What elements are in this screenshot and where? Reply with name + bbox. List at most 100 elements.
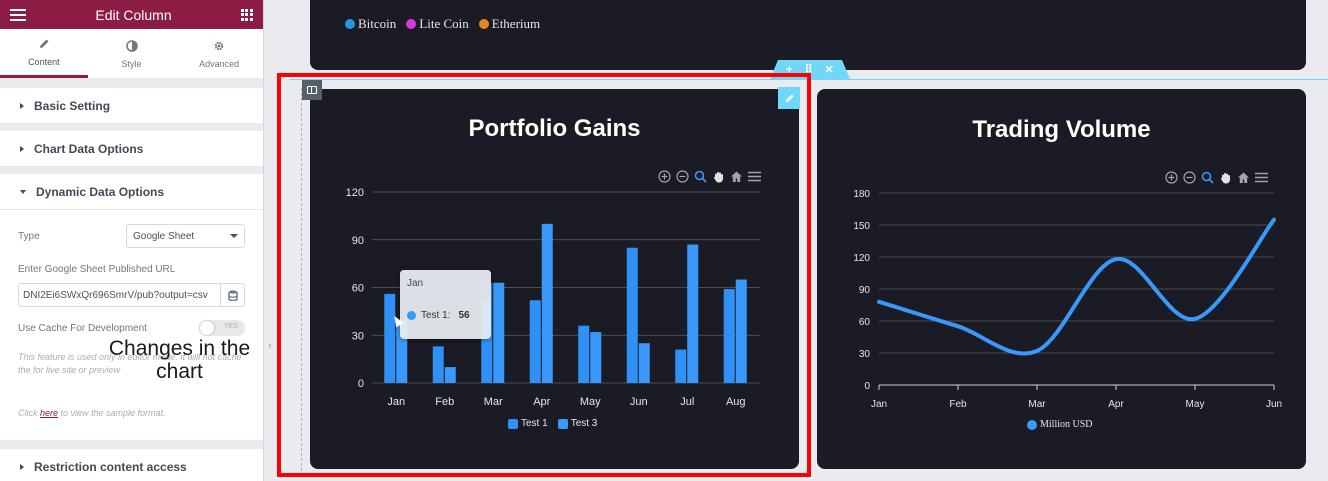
add-section-icon[interactable]: +: [786, 63, 793, 76]
legend-swatch: [508, 418, 518, 429]
trading-volume-card: Trading Volume 0 30 60 90 120 150 180 Jan Feb Mar…: [817, 89, 1306, 469]
section-basic-label: Basic Setting: [34, 98, 111, 113]
column-icon: [307, 86, 317, 94]
legend-item-etherium[interactable]: Etherium: [478, 16, 541, 32]
section-basic-setting[interactable]: Basic Setting: [0, 88, 263, 123]
google-sheet-url-input[interactable]: [18, 283, 221, 307]
x-tick-label: Jun: [630, 396, 648, 408]
menu-icon[interactable]: [10, 8, 26, 21]
x-tick-label: Jun: [1266, 399, 1282, 410]
selection-zoom-icon[interactable]: [694, 170, 707, 183]
chart-menu-icon[interactable]: [1255, 171, 1268, 184]
legend-item-litecoin[interactable]: Lite Coin: [406, 16, 469, 32]
caret-down-icon: [20, 189, 26, 194]
url-control: [18, 283, 245, 307]
section-dynamic-label: Dynamic Data Options: [36, 184, 165, 199]
edit-column-handle[interactable]: [302, 80, 322, 100]
url-control-label-row: Enter Google Sheet Published URL: [0, 262, 263, 276]
delete-section-icon[interactable]: ✕: [824, 64, 834, 76]
pan-hand-icon[interactable]: [712, 170, 725, 183]
database-icon: [227, 289, 238, 301]
reset-home-icon[interactable]: [730, 170, 743, 183]
sample-suffix: to view the sample format.: [58, 408, 166, 418]
type-control: Type Google Sheet: [0, 210, 263, 262]
tab-content-label: Content: [28, 57, 60, 67]
trading-volume-chart: 0 30 60 90 120 150 180 Jan Feb Mar Apr May Jun: [853, 189, 1282, 410]
panel-header: Edit Column: [0, 0, 263, 29]
y-tick-label: 180: [853, 189, 870, 200]
tooltip-series-dot: [407, 311, 416, 320]
zoom-out-icon[interactable]: [1183, 171, 1196, 184]
zoom-in-icon[interactable]: [658, 170, 671, 183]
bar: [723, 289, 735, 383]
edit-widget-button[interactable]: [778, 87, 800, 109]
y-tick-label: 90: [859, 285, 871, 296]
pan-hand-icon[interactable]: [1219, 171, 1232, 184]
chart-menu-icon[interactable]: [748, 170, 761, 183]
legend-item-bitcoin[interactable]: Bitcoin: [345, 16, 396, 32]
selection-zoom-icon[interactable]: [1201, 171, 1214, 184]
bar: [638, 343, 650, 383]
widgets-grid-icon[interactable]: [240, 8, 253, 21]
tooltip-title: Jan: [400, 270, 491, 300]
tab-advanced[interactable]: Advanced: [175, 29, 263, 78]
dynamic-tags-button[interactable]: [221, 283, 245, 307]
tab-advanced-label: Advanced: [199, 58, 240, 69]
x-tick-label: Apr: [533, 396, 550, 408]
sample-prefix: Click: [18, 408, 40, 418]
x-tick-label: Apr: [1108, 399, 1124, 410]
cache-toggle[interactable]: YES: [199, 320, 245, 336]
type-select[interactable]: Google Sheet: [126, 224, 245, 248]
tooltip-series-label: Test 1:: [421, 310, 451, 321]
section-outline: [290, 79, 1328, 80]
x-tick-label: Mar: [484, 396, 503, 408]
legend-dot: [1027, 419, 1037, 430]
panel-collapse-handle[interactable]: ‹: [268, 339, 272, 351]
column-outline: [301, 88, 302, 471]
chart-toolbar: [658, 170, 761, 183]
drag-handle-icon[interactable]: ⠿: [804, 64, 813, 76]
section-chart-data-options[interactable]: Chart Data Options: [0, 131, 263, 166]
chart-title: Trading Volume: [972, 116, 1151, 143]
chevron-down-icon: [230, 234, 238, 238]
video-caption-overlay: Changes in the chart: [108, 337, 251, 383]
tab-content[interactable]: Content: [0, 29, 88, 78]
bar: [384, 293, 396, 383]
legend-dot: [406, 19, 417, 29]
section-restriction-content-access[interactable]: Restriction content access: [0, 449, 263, 481]
legend-label: Etherium: [491, 16, 541, 31]
legend-item-million-usd[interactable]: Million USD: [1027, 419, 1093, 430]
y-tick-label: 60: [352, 283, 364, 295]
panel-title: Edit Column: [95, 6, 172, 23]
bar: [396, 319, 408, 383]
section-restriction-label: Restriction content access: [34, 459, 187, 474]
section-chart-data-label: Chart Data Options: [34, 141, 144, 156]
series-line: [877, 217, 1276, 356]
zoom-out-icon[interactable]: [676, 170, 689, 183]
tab-style[interactable]: Style: [88, 29, 176, 78]
section-dynamic-data-options[interactable]: Dynamic Data Options: [0, 174, 263, 209]
bar: [590, 332, 602, 383]
url-label: Enter Google Sheet Published URL: [18, 263, 176, 275]
sample-format-link[interactable]: here: [40, 408, 59, 418]
x-tick-label: Mar: [1028, 399, 1046, 410]
crypto-chart-card: Bitcoin Lite Coin Etherium: [310, 0, 1306, 70]
bar: [541, 223, 553, 383]
y-tick-label: 90: [352, 235, 364, 247]
chart-toolbar: [1165, 171, 1268, 184]
zoom-in-icon[interactable]: [1165, 171, 1178, 184]
cache-label: Use Cache For Development: [18, 322, 147, 334]
bar: [432, 346, 444, 383]
x-tick-label: Aug: [726, 396, 746, 408]
legend-item-test-3[interactable]: Test 3: [557, 418, 597, 429]
y-tick-label: 30: [859, 349, 871, 360]
legend-item-test-1[interactable]: Test 1: [508, 418, 548, 429]
y-tick-label: 120: [346, 187, 364, 199]
bar: [578, 325, 590, 383]
bar: [493, 282, 505, 383]
y-tick-label: 0: [358, 378, 364, 390]
pencil-icon: [37, 37, 51, 51]
legend-dot: [478, 19, 489, 29]
reset-home-icon[interactable]: [1237, 171, 1250, 184]
chart-tooltip: Jan Test 1: 56: [400, 270, 491, 339]
